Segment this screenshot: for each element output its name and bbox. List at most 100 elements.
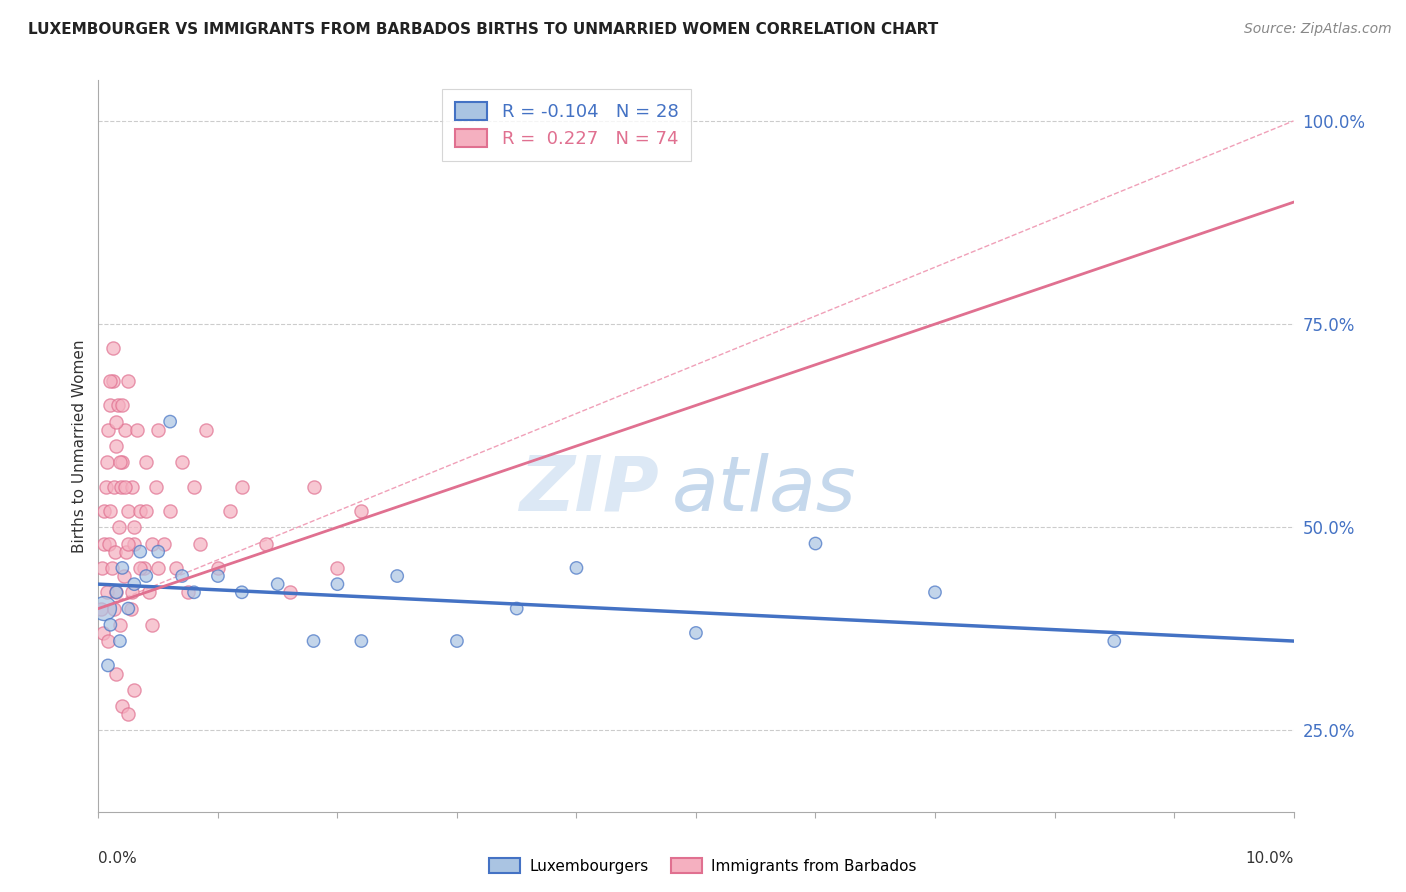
Point xyxy=(135,504,157,518)
Point xyxy=(207,569,229,583)
Point xyxy=(129,544,152,558)
Point xyxy=(188,536,211,550)
Point xyxy=(1102,634,1125,648)
Point xyxy=(104,544,127,558)
Point xyxy=(98,374,122,388)
Point xyxy=(565,561,588,575)
Point xyxy=(107,398,129,412)
Point xyxy=(685,626,707,640)
Point xyxy=(302,634,325,648)
Point xyxy=(114,423,136,437)
Point xyxy=(350,634,373,648)
Point xyxy=(103,601,125,615)
Text: atlas: atlas xyxy=(672,453,856,527)
Point xyxy=(98,398,122,412)
Point xyxy=(302,480,325,494)
Text: LUXEMBOURGER VS IMMIGRANTS FROM BARBADOS BIRTHS TO UNMARRIED WOMEN CORRELATION C: LUXEMBOURGER VS IMMIGRANTS FROM BARBADOS… xyxy=(28,22,938,37)
Point xyxy=(117,707,139,722)
Point xyxy=(114,480,136,494)
Point xyxy=(326,577,349,591)
Legend: R = -0.104   N = 28, R =  0.227   N = 74: R = -0.104 N = 28, R = 0.227 N = 74 xyxy=(441,89,690,161)
Point xyxy=(100,561,122,575)
Point xyxy=(278,585,301,599)
Point xyxy=(105,585,128,599)
Point xyxy=(93,504,115,518)
Point xyxy=(105,439,128,453)
Point xyxy=(804,536,827,550)
Point xyxy=(91,561,114,575)
Point xyxy=(183,585,205,599)
Point xyxy=(159,415,181,429)
Point xyxy=(96,455,118,469)
Point xyxy=(141,617,163,632)
Point xyxy=(141,536,163,550)
Point xyxy=(385,569,409,583)
Point xyxy=(446,634,468,648)
Point xyxy=(121,585,143,599)
Point xyxy=(101,374,124,388)
Point xyxy=(98,617,122,632)
Text: Source: ZipAtlas.com: Source: ZipAtlas.com xyxy=(1244,22,1392,37)
Point xyxy=(145,480,167,494)
Point xyxy=(124,577,146,591)
Point xyxy=(159,504,181,518)
Point xyxy=(153,536,176,550)
Point xyxy=(124,520,146,534)
Point xyxy=(267,577,290,591)
Point xyxy=(219,504,242,518)
Point xyxy=(326,561,349,575)
Point xyxy=(506,601,529,615)
Point xyxy=(148,561,170,575)
Point xyxy=(135,455,157,469)
Point xyxy=(194,423,218,437)
Point xyxy=(97,423,120,437)
Point xyxy=(105,666,128,681)
Point xyxy=(103,480,125,494)
Point xyxy=(207,561,229,575)
Point xyxy=(108,634,131,648)
Point xyxy=(124,536,146,550)
Point xyxy=(108,617,131,632)
Point xyxy=(111,699,134,714)
Point xyxy=(135,569,157,583)
Point xyxy=(121,480,143,494)
Point xyxy=(112,569,135,583)
Point xyxy=(93,536,115,550)
Point xyxy=(97,658,120,673)
Point xyxy=(924,585,946,599)
Point xyxy=(138,585,160,599)
Point xyxy=(98,504,122,518)
Point xyxy=(93,601,115,615)
Y-axis label: Births to Unmarried Women: Births to Unmarried Women xyxy=(72,339,87,553)
Point xyxy=(172,569,194,583)
Point xyxy=(148,423,170,437)
Point xyxy=(124,682,146,697)
Point xyxy=(111,455,134,469)
Point xyxy=(101,342,124,356)
Point xyxy=(350,504,373,518)
Point xyxy=(115,544,138,558)
Point xyxy=(120,601,142,615)
Point xyxy=(231,480,253,494)
Point xyxy=(129,561,152,575)
Point xyxy=(90,601,112,615)
Point xyxy=(117,536,139,550)
Point xyxy=(148,544,170,558)
Point xyxy=(117,374,139,388)
Point xyxy=(91,626,114,640)
Point xyxy=(172,455,194,469)
Legend: Luxembourgers, Immigrants from Barbados: Luxembourgers, Immigrants from Barbados xyxy=(484,852,922,880)
Point xyxy=(105,585,128,599)
Point xyxy=(108,455,131,469)
Point xyxy=(165,561,187,575)
Point xyxy=(117,504,139,518)
Point xyxy=(231,585,253,599)
Text: ZIP: ZIP xyxy=(520,453,661,527)
Point xyxy=(98,536,121,550)
Point xyxy=(110,480,132,494)
Point xyxy=(132,561,155,575)
Point xyxy=(177,585,200,599)
Point xyxy=(94,480,117,494)
Point xyxy=(183,480,205,494)
Point xyxy=(96,585,118,599)
